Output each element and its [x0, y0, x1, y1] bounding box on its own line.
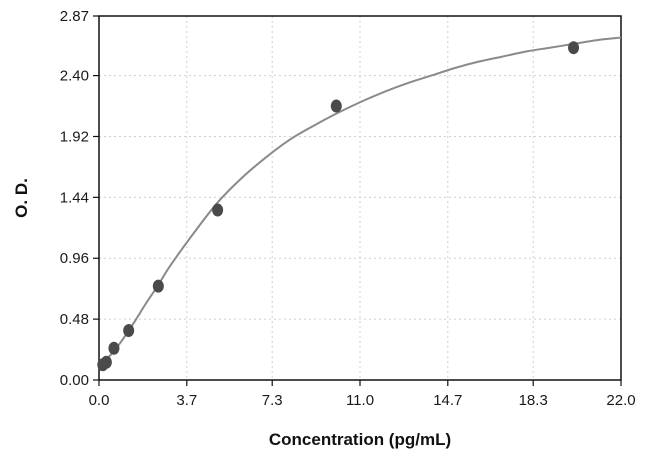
data-point [123, 324, 135, 338]
x-tick-label: 0.0 [89, 392, 110, 409]
x-tick-label: 18.3 [519, 392, 548, 409]
y-tick-label: 1.92 [60, 128, 89, 145]
data-points [97, 41, 580, 372]
x-tick-labels: 0.0 3.7 7.3 11.0 14.7 18.3 22.0 [89, 392, 636, 409]
data-point [330, 99, 342, 113]
data-point [108, 341, 120, 355]
data-point [212, 203, 224, 217]
x-tick-label: 22.0 [606, 392, 635, 409]
y-tick-label: 2.40 [60, 68, 89, 85]
y-tick-labels: 0.00 0.48 0.96 1.44 1.92 2.40 2.87 [60, 8, 89, 389]
y-tick-label: 0.48 [60, 311, 89, 328]
x-tick-label: 7.3 [262, 392, 283, 409]
gridlines [99, 16, 621, 380]
y-tick-label: 0.00 [60, 372, 89, 389]
data-point [568, 41, 580, 55]
x-axis-title: Concentration (pg/mL) [269, 430, 451, 449]
y-tick-label: 1.44 [60, 189, 89, 206]
x-tick-label: 3.7 [176, 392, 197, 409]
data-point [100, 355, 112, 369]
fitted-curve-line [98, 36, 622, 366]
x-tick-label: 11.0 [346, 392, 374, 409]
y-tick-label: 2.87 [60, 8, 89, 25]
x-tick-label: 14.7 [433, 392, 462, 409]
y-tick-label: 0.96 [60, 250, 89, 267]
data-point [152, 279, 164, 293]
y-axis-title: O. D. [12, 178, 31, 218]
axis-ticks [93, 15, 622, 386]
